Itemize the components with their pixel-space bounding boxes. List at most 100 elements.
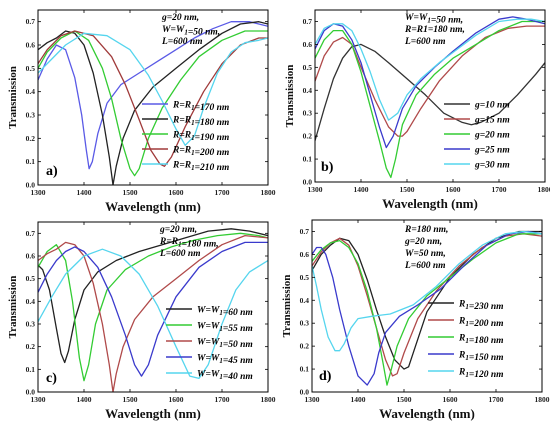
- y-tick-label: 0.6: [26, 252, 36, 261]
- y-tick-label: 0.4: [26, 297, 36, 306]
- series-line: [38, 21, 268, 170]
- plot-frame: [311, 219, 543, 393]
- series-line: [312, 233, 542, 377]
- series-line: [38, 30, 268, 167]
- x-tick-label: 1300: [31, 395, 46, 404]
- y-tick-label: 0.7: [303, 17, 313, 26]
- y-tick-label: 0.3: [26, 111, 36, 120]
- panel-b: 1300 1400 1500 1600 1700 1800 0.0 0.1 0.2 0.3 0.4 0…: [284, 9, 550, 211]
- series-line: [38, 234, 268, 392]
- y-tick-label: 0.7: [26, 229, 36, 238]
- x-tick-label: 1400: [77, 188, 92, 197]
- y-tick-label: 0.5: [300, 273, 310, 282]
- legend-label: W=W1=40 nm: [197, 370, 253, 383]
- x-tick-label: 1800: [261, 395, 276, 404]
- legend-label: W=W1=50 nm: [197, 338, 253, 351]
- legend-label: R=R1=190 nm: [172, 131, 229, 144]
- legend-label: W=W1=55 nm: [197, 322, 253, 335]
- legend-label: W=W1=45 nm: [197, 354, 253, 367]
- x-axis-title: Wavelength (nm): [105, 199, 201, 214]
- x-tick-label: 1300: [308, 185, 323, 194]
- annotation-text: g=20 nm,: [161, 13, 199, 23]
- y-tick-label: 0.3: [300, 319, 310, 328]
- y-tick-label: 0.0: [300, 388, 310, 397]
- x-tick-label: 1800: [538, 185, 550, 194]
- y-tick-label: 0.6: [303, 40, 313, 49]
- y-tick-label: 0.1: [26, 365, 36, 374]
- series-line: [315, 20, 545, 179]
- legend-label: R=R1=210 nm: [172, 161, 229, 174]
- x-tick-label: 1700: [489, 395, 504, 404]
- y-tick-label: 0.0: [303, 178, 313, 187]
- y-axis-title: Transmission: [7, 66, 19, 129]
- y-tick-label: 0.7: [300, 227, 310, 236]
- legend-label: R1=150 nm: [458, 351, 504, 364]
- annotation-text: W=50 nm,: [405, 249, 446, 259]
- x-tick-label: 1800: [261, 188, 276, 197]
- x-tick-label: 1400: [354, 185, 369, 194]
- x-tick-label: 1600: [443, 395, 458, 404]
- annotation-text: R=R1=180 nm,: [404, 25, 465, 35]
- annotation-text: R=180 nm,: [404, 225, 448, 235]
- legend-label: g=15 nm: [474, 116, 510, 126]
- x-tick-label: 1400: [77, 395, 92, 404]
- series-line: [315, 43, 545, 141]
- x-tick-label: 1700: [492, 185, 507, 194]
- legend-label: R1=180 nm: [458, 334, 504, 347]
- panel-d: 1300 1400 1500 1600 1700 1800 0.0 0.1 0.2 0.3 0.4 0…: [281, 219, 550, 421]
- x-tick-label: 1800: [535, 395, 550, 404]
- y-tick-label: 0.3: [303, 109, 313, 118]
- legend-label: R=R1=170 nm: [172, 101, 229, 114]
- series-line: [312, 233, 542, 386]
- x-tick-label: 1700: [215, 395, 230, 404]
- y-tick-label: 0.1: [300, 365, 310, 374]
- legend-label: R=R1=180 nm: [172, 116, 229, 129]
- legend-label: R1=120 nm: [458, 368, 504, 381]
- y-axis-title: Transmission: [7, 276, 19, 339]
- x-tick-label: 1300: [31, 188, 46, 197]
- y-tick-label: 0.1: [303, 155, 313, 164]
- x-tick-label: 1300: [305, 395, 320, 404]
- x-tick-label: 1500: [397, 395, 412, 404]
- x-tick-label: 1600: [169, 395, 184, 404]
- x-tick-label: 1500: [400, 185, 415, 194]
- x-axis-title: Wavelength (nm): [382, 196, 478, 211]
- annotation-text: g=20 nm,: [159, 225, 197, 235]
- series-line: [38, 248, 268, 380]
- y-tick-label: 0.2: [26, 134, 36, 143]
- series-line: [38, 21, 268, 185]
- y-tick-label: 0.5: [26, 274, 36, 283]
- y-tick-label: 0.5: [303, 63, 313, 72]
- y-tick-label: 0.2: [300, 342, 310, 351]
- x-tick-label: 1700: [215, 188, 230, 197]
- series-line: [38, 232, 268, 382]
- plot-frame: [314, 9, 546, 183]
- series-line: [315, 18, 545, 121]
- panel-a: 1300 1400 1500 1600 1700 1800 0.0 0.1 0.2 0.3 0.4 0…: [7, 9, 276, 214]
- annotation-text: L=600 nm: [404, 261, 446, 271]
- series-line: [38, 228, 268, 364]
- y-tick-label: 0.6: [300, 250, 310, 259]
- panel-label: a): [46, 164, 58, 179]
- legend-label: g=25 nm: [474, 146, 510, 156]
- y-axis-title: Transmission: [284, 65, 296, 128]
- annotation-text: L=600 nm: [161, 37, 203, 47]
- x-tick-label: 1500: [123, 395, 138, 404]
- y-tick-label: 0.1: [26, 157, 36, 166]
- y-tick-label: 0.4: [300, 296, 310, 305]
- panel-label: d): [319, 369, 332, 384]
- plot-frame: [37, 9, 269, 186]
- x-axis-title: Wavelength (nm): [105, 406, 201, 421]
- x-tick-label: 1500: [123, 188, 138, 197]
- x-tick-label: 1400: [351, 395, 366, 404]
- panel-label: c): [46, 371, 57, 386]
- y-tick-label: 0.5: [26, 64, 36, 73]
- legend-label: g=30 nm: [474, 161, 510, 171]
- x-tick-label: 1600: [446, 185, 461, 194]
- y-tick-label: 0.0: [26, 181, 36, 190]
- series-line: [38, 32, 268, 146]
- y-tick-label: 0.2: [26, 342, 36, 351]
- series-line: [38, 241, 268, 377]
- series-line: [315, 16, 545, 149]
